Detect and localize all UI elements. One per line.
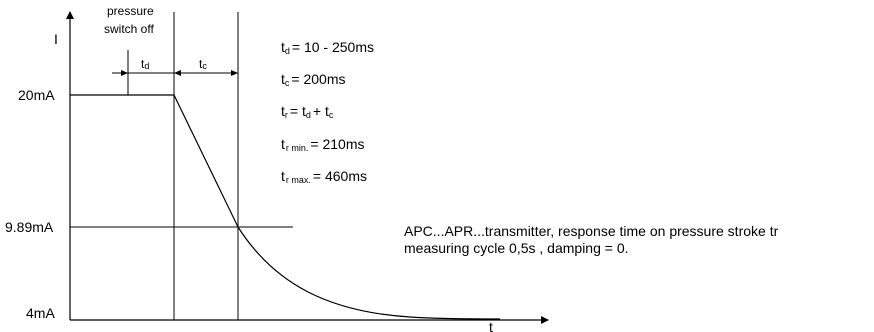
event-label-line2: switch off — [104, 22, 154, 36]
y-axis-label: I — [54, 31, 58, 47]
level-9-89ma-label: 9.89mA — [5, 219, 54, 235]
caption-line2: measuring cycle 0,5s , damping = 0. — [404, 240, 629, 256]
equation-td: td = 10 - 250ms — [281, 39, 374, 56]
caption-line1: APC...APR...transmitter, response time o… — [404, 223, 779, 239]
equation-tc: tc = 200ms — [281, 71, 345, 88]
td-interval-label: td — [141, 57, 149, 71]
equation-tr-min: tr min. = 210ms — [281, 136, 364, 153]
equation-tr: tr = td + tc — [281, 103, 334, 120]
level-20ma-label: 20mA — [18, 87, 55, 103]
current-signal-curve — [70, 94, 501, 320]
equation-tr-max: tr max. = 460ms — [281, 168, 367, 185]
x-axis-label: t — [489, 319, 493, 332]
tc-interval-label: tc — [199, 57, 207, 71]
level-4ma-label: 4mA — [26, 305, 55, 321]
event-label-line1: pressure — [107, 4, 154, 18]
